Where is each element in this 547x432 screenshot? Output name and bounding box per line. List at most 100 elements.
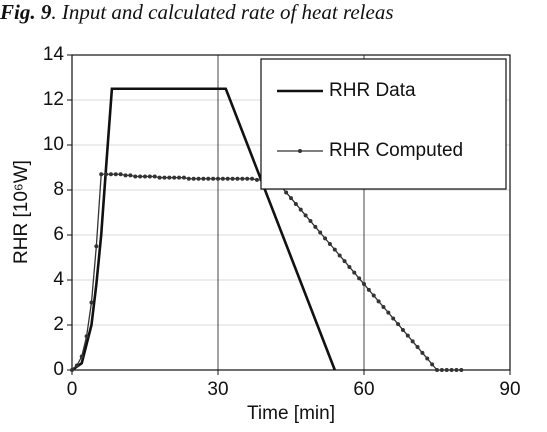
series-line	[71, 87, 337, 372]
data-point	[435, 368, 439, 372]
series-line	[71, 173, 462, 371]
data-point	[94, 244, 99, 249]
data-point	[439, 368, 444, 372]
data-point	[123, 173, 128, 178]
x-tick-label: 0	[67, 379, 78, 400]
data-point	[376, 299, 381, 304]
data-point	[225, 176, 230, 181]
data-point	[357, 276, 362, 281]
data-point	[220, 176, 225, 181]
data-point	[391, 316, 396, 321]
data-point	[84, 334, 89, 339]
legend-marker	[298, 149, 302, 153]
data-point	[318, 230, 323, 235]
legend-label: RHR Computed	[329, 140, 463, 161]
y-tick-label: 12	[43, 89, 64, 110]
data-point	[167, 175, 172, 180]
data-point	[70, 368, 74, 372]
data-point	[138, 174, 143, 179]
data-point	[250, 176, 255, 181]
data-point	[366, 287, 371, 292]
data-point	[454, 368, 459, 372]
x-tick-label: 30	[207, 379, 228, 400]
data-point	[177, 175, 182, 180]
data-point	[362, 282, 366, 287]
data-point	[162, 175, 167, 180]
data-point	[186, 176, 191, 181]
data-point	[74, 363, 79, 368]
data-point	[371, 293, 376, 298]
data-point	[128, 173, 133, 178]
data-point	[459, 368, 464, 372]
data-point	[425, 356, 430, 361]
data-point	[289, 196, 293, 201]
y-tick-label: 2	[53, 314, 64, 335]
data-point	[337, 253, 342, 258]
data-point	[245, 176, 250, 181]
data-point	[352, 270, 357, 275]
plot-frame	[71, 54, 511, 371]
data-point	[172, 175, 177, 180]
data-point	[308, 219, 313, 224]
data-point	[196, 176, 201, 181]
data-point	[323, 236, 328, 241]
y-tick-label: 10	[43, 134, 64, 155]
data-point	[449, 368, 454, 372]
data-point	[157, 175, 162, 180]
data-point	[108, 172, 113, 177]
data-point	[104, 172, 109, 177]
data-point	[303, 213, 308, 218]
data-point	[332, 247, 337, 252]
data-point	[113, 172, 118, 177]
data-point	[420, 350, 425, 355]
data-point	[410, 339, 415, 344]
data-point	[313, 224, 318, 229]
data-point	[347, 264, 352, 269]
y-tick-label: 8	[53, 179, 64, 200]
data-point	[396, 322, 401, 327]
data-point	[284, 190, 289, 195]
data-point	[444, 368, 449, 372]
data-point	[386, 310, 391, 315]
data-point	[143, 174, 147, 179]
data-point	[133, 174, 138, 179]
y-tick-label: 4	[53, 269, 64, 290]
x-tick-label: 60	[353, 379, 374, 400]
data-point	[99, 172, 104, 177]
data-point	[211, 176, 216, 181]
data-point	[89, 300, 94, 305]
data-point	[293, 201, 298, 206]
y-tick-label: 6	[53, 224, 64, 245]
data-point	[430, 362, 435, 367]
data-point	[147, 174, 152, 179]
data-point	[235, 176, 240, 181]
data-point	[152, 174, 157, 179]
y-axis-label: RHR [10⁶W]	[11, 160, 32, 264]
data-point	[254, 177, 259, 182]
data-point	[79, 354, 84, 359]
data-point	[240, 176, 245, 181]
title-figure: Fig. 9	[0, 0, 52, 24]
y-tick-label: 0	[53, 359, 64, 380]
legend-label: RHR Data	[329, 80, 416, 101]
data-point	[181, 175, 186, 180]
data-point	[201, 176, 206, 181]
data-point	[230, 176, 235, 181]
data-point	[400, 327, 405, 332]
data-point	[342, 259, 347, 264]
x-axis-label: Time [min]	[247, 403, 335, 424]
x-tick-label: 90	[499, 379, 520, 400]
legend-box	[260, 58, 507, 190]
data-point	[118, 172, 123, 177]
data-point	[298, 207, 303, 212]
title-text: . Input and calculated rate of heat rele…	[51, 0, 393, 24]
data-point	[381, 305, 386, 309]
chart-title: Fig. 9. Input and calculated rate of hea…	[0, 0, 394, 24]
data-point	[191, 176, 196, 181]
y-tick-label: 14	[43, 44, 65, 65]
data-point	[327, 242, 332, 246]
data-point	[405, 333, 410, 338]
data-point	[415, 345, 420, 350]
data-point	[206, 176, 211, 181]
